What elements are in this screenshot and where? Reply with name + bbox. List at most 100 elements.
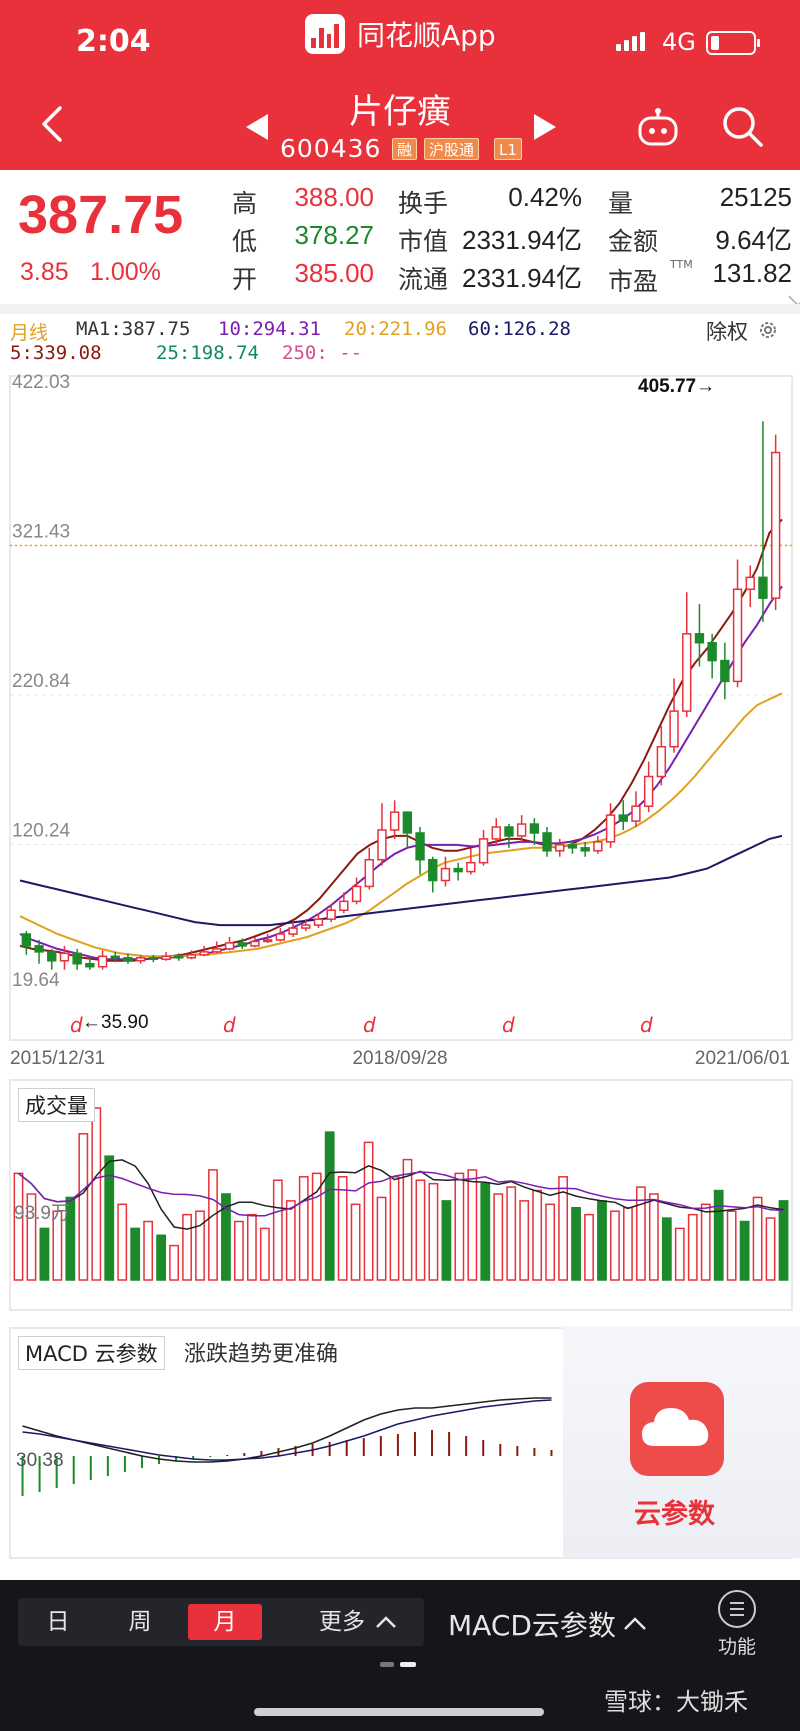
period-day[interactable]: 日 [46, 1609, 70, 1635]
candle-body [682, 633, 692, 712]
ma250-value: 250: -- [282, 342, 363, 364]
candle [440, 856, 451, 887]
back-icon[interactable] [36, 104, 68, 144]
pe-value: 131.82 [712, 258, 792, 288]
candle [326, 904, 336, 923]
candle-body [275, 933, 286, 941]
y-tick-label: 422.03 [12, 374, 70, 393]
candle-body [643, 775, 654, 807]
candle [732, 559, 743, 688]
current-price: 387.75 [18, 185, 184, 245]
volume-bar [337, 1176, 348, 1281]
candle [161, 951, 171, 961]
volume-bar [752, 1196, 763, 1281]
prev-stock-icon[interactable] [242, 112, 270, 142]
volume-bar [584, 1213, 594, 1281]
signal-icon [616, 32, 645, 51]
volume-bar [428, 1182, 439, 1281]
cloud-param-label[interactable]: 云参数 [634, 1499, 715, 1530]
candle-body [34, 945, 44, 953]
candle [85, 956, 95, 970]
volume-bar [674, 1227, 685, 1281]
macd-dea-line [22, 1399, 552, 1461]
candle-body [580, 847, 590, 852]
volume-bar [143, 1220, 154, 1281]
candle-body [478, 838, 489, 864]
volume-bar [402, 1158, 413, 1281]
volume-bar [532, 1189, 543, 1281]
macd-title[interactable]: MACD 云参数 [18, 1336, 165, 1370]
ma5-value: 5:339.08 [10, 342, 102, 364]
function-label[interactable]: 功能 [718, 1636, 757, 1658]
ma1-value: MA1:387.75 [76, 318, 191, 340]
chevron-up-icon[interactable] [374, 1614, 398, 1630]
candle-body [428, 858, 438, 882]
high-price-marker: 405.77→ [638, 376, 715, 397]
candle [135, 954, 146, 964]
candle [339, 892, 349, 914]
cloud-icon[interactable] [630, 1382, 724, 1476]
event-marker: d [502, 1013, 515, 1037]
x-tick-label: 2018/09/28 [352, 1048, 447, 1069]
candle [656, 725, 667, 786]
period-week[interactable]: 周 [128, 1609, 152, 1635]
volume-bar [65, 1196, 76, 1281]
candle-body [770, 451, 781, 599]
adjust-toggle[interactable]: 除权 [706, 320, 748, 344]
ma20-value: 20:221.96 [344, 318, 447, 340]
indicator-chevron-up-icon[interactable] [622, 1614, 648, 1632]
macd-dif-line [22, 1397, 552, 1463]
candle [174, 953, 184, 961]
volume-chart[interactable] [0, 1078, 800, 1314]
float-cap-value: 2331.94亿 [462, 263, 582, 293]
candle-body [110, 955, 120, 959]
candle-body [85, 962, 95, 968]
candle-body [326, 909, 336, 920]
volume-bar [687, 1213, 698, 1281]
period-month[interactable]: 月 [188, 1604, 262, 1640]
function-menu-icon[interactable] [718, 1590, 756, 1628]
volume-bar [441, 1200, 452, 1281]
candle-body [174, 955, 184, 959]
next-stock-icon[interactable] [532, 112, 560, 142]
candle-body [313, 918, 324, 926]
gear-icon[interactable] [756, 318, 780, 342]
candle-body [516, 823, 527, 837]
pe-ttm-sup: TTM [670, 258, 693, 271]
candle [694, 604, 705, 667]
volume-bar [78, 1133, 89, 1281]
robot-assistant-icon[interactable] [636, 108, 680, 148]
candle [758, 421, 768, 622]
candle [720, 642, 730, 700]
ma10-value: 10:294.31 [218, 318, 321, 340]
ma60-line [19, 834, 783, 927]
volume-bar [376, 1196, 387, 1281]
candle [72, 948, 82, 970]
pager-dot [380, 1662, 394, 1667]
volume-bar [91, 1107, 102, 1281]
volume-bar [117, 1203, 128, 1281]
period-more[interactable]: 更多 [319, 1609, 365, 1635]
candle [555, 838, 565, 857]
candle-body [288, 927, 298, 935]
candle-body [59, 952, 70, 962]
x-tick-label: 2021/06/01 [695, 1048, 790, 1069]
battery-icon [706, 31, 760, 55]
kline-chart[interactable]: 422.03 321.43 220.84 120.24 19.64 d d d d d 405.77… [0, 374, 800, 1074]
candle-body [224, 942, 235, 950]
candle-body [262, 939, 273, 943]
candle [593, 835, 603, 854]
high-label: 高 [232, 189, 258, 218]
candle [478, 829, 489, 866]
search-icon[interactable] [720, 104, 764, 148]
header-bar: 2:04 同花顺App 4G 片仔癀 600436 融 沪股通 L1 [0, 0, 800, 170]
volume-bar [285, 1200, 296, 1281]
turnover-label: 换手 [398, 189, 449, 218]
candle [516, 815, 527, 842]
candle-body [745, 576, 755, 590]
indicator-selector[interactable]: MACD云参数 [448, 1609, 616, 1642]
event-marker: d [70, 1013, 83, 1037]
event-marker: d [640, 1013, 653, 1037]
volume-bar [272, 1179, 283, 1281]
volume-bar [208, 1169, 218, 1281]
